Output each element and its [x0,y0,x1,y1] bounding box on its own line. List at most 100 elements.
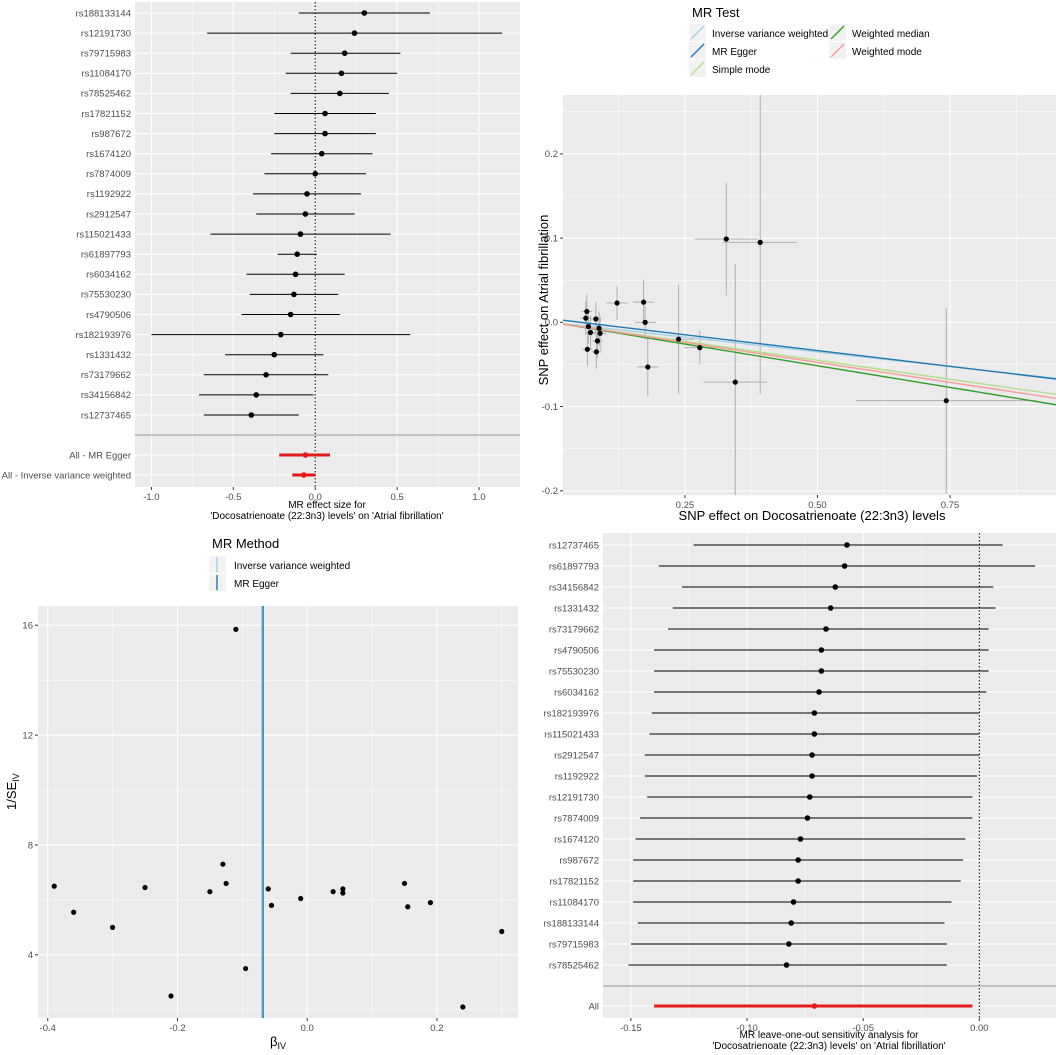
snp-label: rs188133144 [76,8,131,19]
snp-label: rs78525462 [549,960,599,971]
snp-estimate-point [294,251,300,257]
legend-entry-label: Inverse variance weighted [712,29,828,40]
snp-point [593,349,599,355]
snp-estimate-point [351,30,358,36]
snp-point [51,883,57,889]
snp-estimate-point [783,962,790,968]
x-tick-label: -0.5 [225,492,241,503]
snp-label: rs4790506 [86,310,131,321]
x-tick-label: 1.0 [472,492,485,503]
snp-estimate-point [253,392,260,398]
summary-estimate-point [302,452,309,458]
snp-point [340,886,346,892]
snp-estimate-point [336,90,343,97]
scatter-xlabel: SNP effect on Docosatrienoate (22:3n3) l… [679,508,946,523]
snp-label: rs61897793 [549,561,599,572]
snp-estimate-point [318,150,325,157]
legend-entry-label: MR Egger [712,47,758,58]
snp-estimate-point [786,941,792,947]
snp-estimate-point [841,563,848,569]
snp-label: rs17821152 [550,876,599,887]
summary-label: All [588,1001,599,1012]
snp-estimate-point [811,731,818,737]
snp-point [593,316,599,322]
snp-label: rs987672 [91,129,131,140]
forest-plot-panel: rs188133144 rs12191730 rs79715983 rs1108417… [2,2,520,522]
snp-label: rs12737465 [81,410,131,421]
snp-label: rs61897793 [81,250,131,261]
snp-point [587,329,594,336]
snp-estimate-point [271,351,278,358]
snp-point [242,965,249,972]
legend-entry-label: Simple mode [712,65,771,76]
snp-estimate-point [297,231,304,237]
snp-point [340,890,346,896]
summary-label: All - MR Egger [69,450,131,461]
snp-label: rs2912547 [86,209,131,220]
snp-point [405,904,411,910]
funnel-legend-title: MR Method [212,536,279,551]
snp-label: rs7874009 [554,813,599,824]
scatter-ylabel: SNP effect on Atrial fibrillation [536,215,551,386]
snp-point [596,325,602,331]
y-tick-label: 4 [28,950,33,961]
snp-label: rs6034162 [86,270,131,281]
x-tick-label: 0.50 [808,500,827,511]
y-tick-label: 8 [28,840,33,851]
snp-estimate-point [844,542,850,548]
x-tick-label: 0.2 [430,1023,443,1034]
y-tick-label: 0.0 [545,318,558,329]
forest-plot-xlabel-line2: 'Docosatrienoate (22:3n3) levels' on 'At… [210,511,443,522]
snp-estimate-point [278,331,284,338]
snp-label: rs1192922 [555,771,599,782]
funnel-ylabel-main: 1/SE [4,781,19,810]
legend-entry-label: Weighted mode [852,47,922,58]
snp-estimate-point [811,710,818,716]
snp-estimate-point [338,70,345,77]
snp-point [499,928,505,935]
snp-label: rs2912547 [554,750,599,761]
legend-key-line [690,61,705,76]
forest-plot-background [135,2,520,487]
summary-estimate-point [811,1003,818,1009]
snp-label: rs34156842 [549,582,599,593]
forest-plot-xlabel-line1: MR effect size for [288,500,366,511]
scatter-legend: MR Test Inverse variance weighted MR Egge… [689,5,930,77]
snp-label: rs11084170 [550,897,599,908]
snp-point [757,239,763,245]
snp-estimate-point [302,211,309,217]
snp-point [723,236,729,242]
snp-estimate-point [809,752,815,758]
funnel-xlabel: βIV [270,1034,286,1051]
snp-label: rs79715983 [549,939,599,950]
snp-point [645,364,651,370]
funnel-ylabel: 1/SEIV [4,773,21,810]
legend-key-line [830,43,845,58]
y-tick-label: -0.2 [542,486,558,497]
snp-point [233,626,239,632]
snp-estimate-point [827,605,834,611]
snp-point [594,338,601,344]
snp-estimate-point [341,50,348,56]
funnel-plot-panel: MR Method Inverse variance weighted MR Eg… [4,536,518,1051]
snp-point [732,379,738,385]
snp-point [640,299,647,305]
snp-point [330,889,336,895]
snp-estimate-point [790,899,797,905]
snp-label: rs78525462 [81,89,131,100]
scatter-plot-background [563,95,1056,495]
snp-estimate-point [361,10,368,16]
summary-estimate-point [300,472,307,478]
snp-label: rs6034162 [554,687,599,698]
regression-line [563,323,1056,406]
legend-key-line [690,43,705,58]
snp-point [207,889,213,895]
legend-entry-label: Weighted median [852,29,930,40]
snp-estimate-point [287,311,294,318]
snp-label: rs11084170 [82,69,131,80]
legend-entry-label: MR Egger [234,579,280,590]
snp-estimate-point [292,271,299,278]
snp-label: rs1192922 [87,189,131,200]
snp-point [583,315,589,321]
